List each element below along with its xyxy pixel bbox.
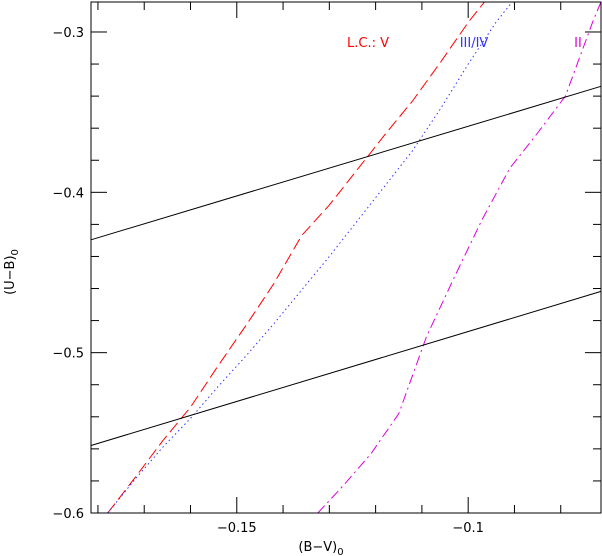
tick-labels: −0.15 −0.1 −0.3 −0.4 −0.5 −0.6 [52,26,484,536]
x-tick-label: −0.15 [217,521,257,536]
legend-entry: L.C.: V [347,36,389,51]
x-tick-label: −0.1 [452,521,484,536]
series-line-1 [107,1,485,514]
series-line-5 [90,290,602,446]
legend-entry: III/IV [460,36,489,51]
x-axis-label: (B−V)0 [298,540,343,556]
legend-entry: II [574,36,582,51]
series-line-2 [107,1,513,514]
y-tick-label: −0.5 [52,347,84,362]
plot-frame [90,1,602,514]
y-tick-label: −0.4 [52,186,84,201]
legend: L.C.: V III/IV II [347,36,582,51]
y-tick-label: −0.3 [52,26,84,41]
axis-ticks [91,2,601,514]
y-axis-label: (U−B)0 [3,249,21,295]
series-layer [90,1,602,514]
series-line-3 [317,1,602,514]
series-line-4 [90,85,602,241]
y-tick-label: −0.6 [52,507,84,522]
